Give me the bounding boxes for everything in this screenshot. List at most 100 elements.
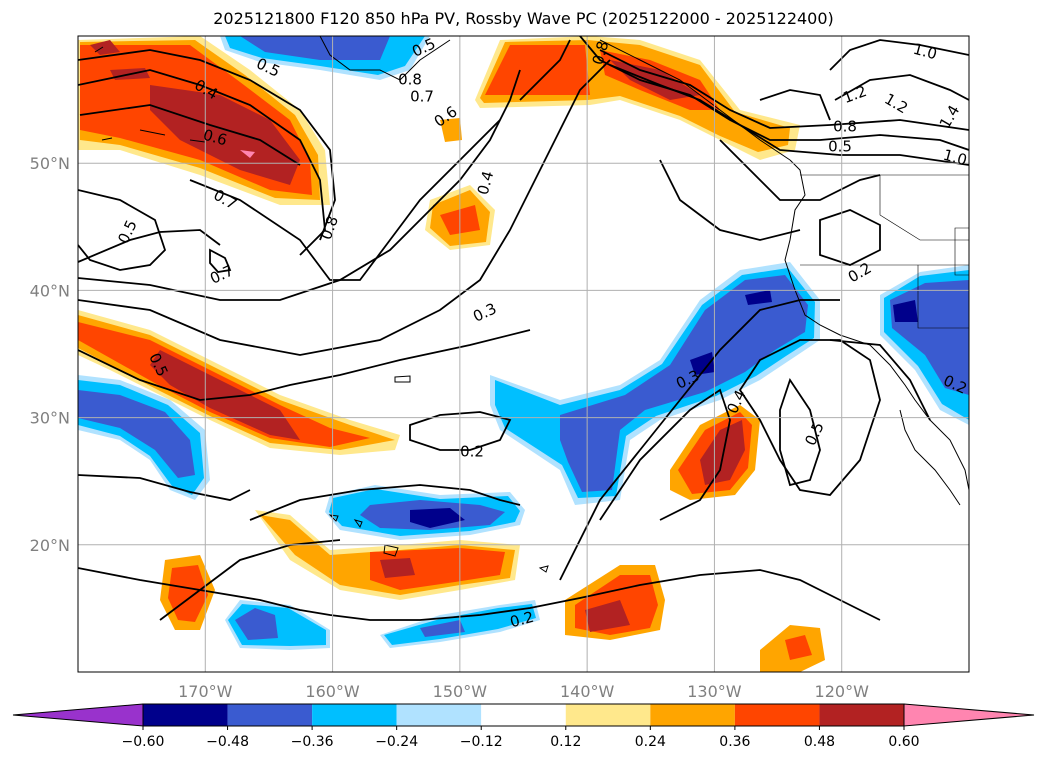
colorbar: −0.60 −0.48 −0.36 −0.24 −0.12 0.12 0.24 0.36 0.4… [12,703,1035,750]
pv-contour [78,69,326,256]
pv-contour [609,64,969,166]
anomaly-positive-spot [585,600,630,632]
colorbar-tick-label: −0.60 [122,734,165,750]
coastlines [94,36,969,573]
pv-contour [78,474,251,501]
colorbar-tick-label: 0.60 [888,734,919,750]
pv-anomaly-fill [78,36,969,672]
contour-label: 0.5 [114,217,140,246]
contour-label: 0.2 [460,443,484,461]
map-title: 2025121800 F120 850 hPa PV, Rossby Wave … [213,9,834,28]
colorbar-tick-label: −0.24 [375,734,418,750]
coastline [784,159,969,491]
pv-contour [78,49,336,241]
longitude-label: 120°W [815,682,870,701]
contour-label: 0.5 [828,138,852,156]
colorbar-swatch [734,704,820,726]
colorbar-swatch [227,704,313,726]
pv-contour [78,329,531,401]
pv-contour [189,119,501,281]
contour-label: 1.0 [941,146,969,170]
anomaly-negative-east [893,300,918,322]
colorbar-swatch [481,704,566,726]
gridlines [78,36,969,672]
contour-label: 0.3 [470,299,499,325]
coastline [954,227,969,276]
latitude-labels: 50°N 40°N 30°N 20°N [30,154,70,555]
contour-label: 1.4 [936,102,964,132]
colorbar-tick-label: 0.24 [635,734,666,750]
anomaly-positive-ne [610,60,700,100]
colorbar-swatch [312,704,397,726]
colorbar-swatch [565,704,651,726]
contour-label: 0.8 [317,214,342,243]
colorbar-swatch [143,704,228,726]
anomaly-positive-spot [168,565,208,622]
contour-label: 0.8 [398,71,422,89]
contour-label: 0.8 [589,39,613,67]
longitude-label: 140°W [560,682,615,701]
anomaly-positive-nw [150,85,300,185]
map-frame [77,35,970,673]
contour-label: 0.8 [833,118,857,136]
pv-contour [759,89,831,121]
contour-label: 0.7 [410,88,434,106]
colorbar-tick-label: −0.12 [460,734,503,750]
colorbar-extend-high [903,703,1035,727]
anomaly-negative-south [420,620,465,637]
colorbar-swatch [650,704,735,726]
coastline [917,265,969,329]
pv-contour [599,49,969,131]
pv-contour [519,39,571,101]
anomaly-negative-south [235,608,278,640]
colorbar-frame [142,703,905,727]
pv-contour [738,339,881,496]
anomaly-negative-band [690,352,715,375]
contour-label: 0.2 [508,608,536,632]
anomaly-positive-ne [485,45,590,95]
pv-contour [719,139,881,201]
colorbar-tick-label: −0.48 [206,734,249,750]
pv-contour [829,39,969,71]
pv-contour [834,74,969,101]
coastline [383,544,399,557]
pv-contour [829,339,931,421]
anomaly-negative-band [560,275,808,492]
pv-contour [249,484,521,521]
latitude-label: 50°N [30,154,70,173]
latitude-label: 40°N [30,281,70,300]
pv-contour [78,69,521,301]
contour-label: 0.5 [801,419,827,448]
pv-contour [79,104,301,166]
pv-contour [779,377,821,487]
anomaly-negative-band [745,290,772,305]
contour-label: 1.2 [841,82,870,107]
latitude-label: 30°N [30,409,70,428]
pv-contour [409,411,512,451]
colorbar-tick-label: 0.36 [719,734,750,750]
colorbar-swatch [396,704,482,726]
anomaly-positive-center [380,558,415,578]
coastline [899,409,961,506]
anomaly-positive-spot [785,635,812,660]
longitude-label: 150°W [433,682,488,701]
longitude-label: 170°W [178,682,233,701]
anomaly-negative-center [410,508,465,528]
contour-label: 0.6 [201,126,229,150]
latitude-label: 20°N [30,536,70,555]
pv-contour [819,209,881,266]
contour-label: 1.2 [881,90,911,118]
pv-contour [599,388,731,521]
anomaly-positive-nw [240,150,255,158]
pv-contour [78,229,221,263]
pv-contour [159,539,341,621]
pv-contour [78,189,167,271]
longitude-label: 160°W [305,682,360,701]
pv-contour [659,159,801,241]
coastline [353,519,363,529]
colorbar-tick-label: −0.36 [291,734,334,750]
longitude-label: 130°W [687,682,742,701]
contour-label: 0.2 [845,259,875,287]
pv-contour [209,248,232,273]
